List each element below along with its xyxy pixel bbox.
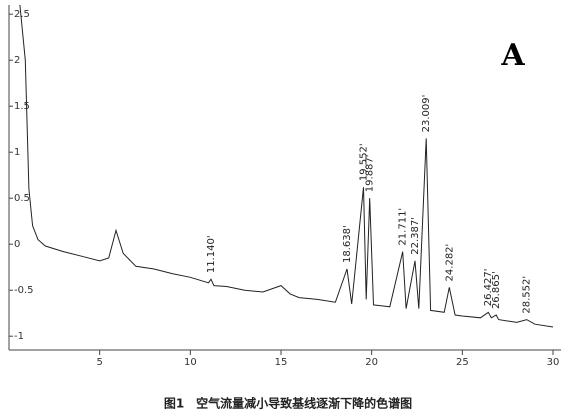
x-tick-label: 20 — [365, 357, 378, 368]
x-tick-label: 25 — [456, 357, 469, 368]
y-tick-label: 0 — [14, 239, 20, 250]
trace — [19, 4, 554, 328]
peak-label: 23.009' — [421, 95, 432, 133]
peak-label: 11.140' — [206, 235, 217, 273]
y-tick-label: -0.5 — [14, 285, 34, 296]
x-tick-label: 5 — [96, 357, 102, 368]
y-tick-label: 0.5 — [14, 193, 30, 204]
peak-label: 26.865' — [491, 271, 502, 309]
peak-label: 28.552' — [522, 276, 533, 314]
x-tick-label: 15 — [275, 357, 288, 368]
y-tick-label: 2 — [14, 55, 20, 66]
y-tick-label: 1.5 — [14, 101, 30, 112]
peak-label: 21.711' — [398, 208, 409, 246]
y-tick-label: 1 — [14, 147, 20, 158]
peak-label: 18.638' — [342, 225, 353, 263]
y-tick-label: -1 — [14, 331, 24, 342]
peak-label: 26.427' — [483, 269, 494, 307]
peak-label: 19.887' — [365, 154, 376, 192]
peak-label: 24.282' — [444, 244, 455, 282]
peak-label: 22.387' — [410, 217, 421, 255]
x-tick-label: 30 — [547, 357, 560, 368]
x-tick-label: 10 — [184, 357, 197, 368]
caption: 图1 空气流量减小导致基线逐渐下降的色谱图 — [164, 396, 412, 411]
y-tick-label: 2.5 — [14, 9, 30, 20]
peak-label: 19.552' — [359, 143, 370, 181]
panel-label: A — [500, 38, 525, 73]
